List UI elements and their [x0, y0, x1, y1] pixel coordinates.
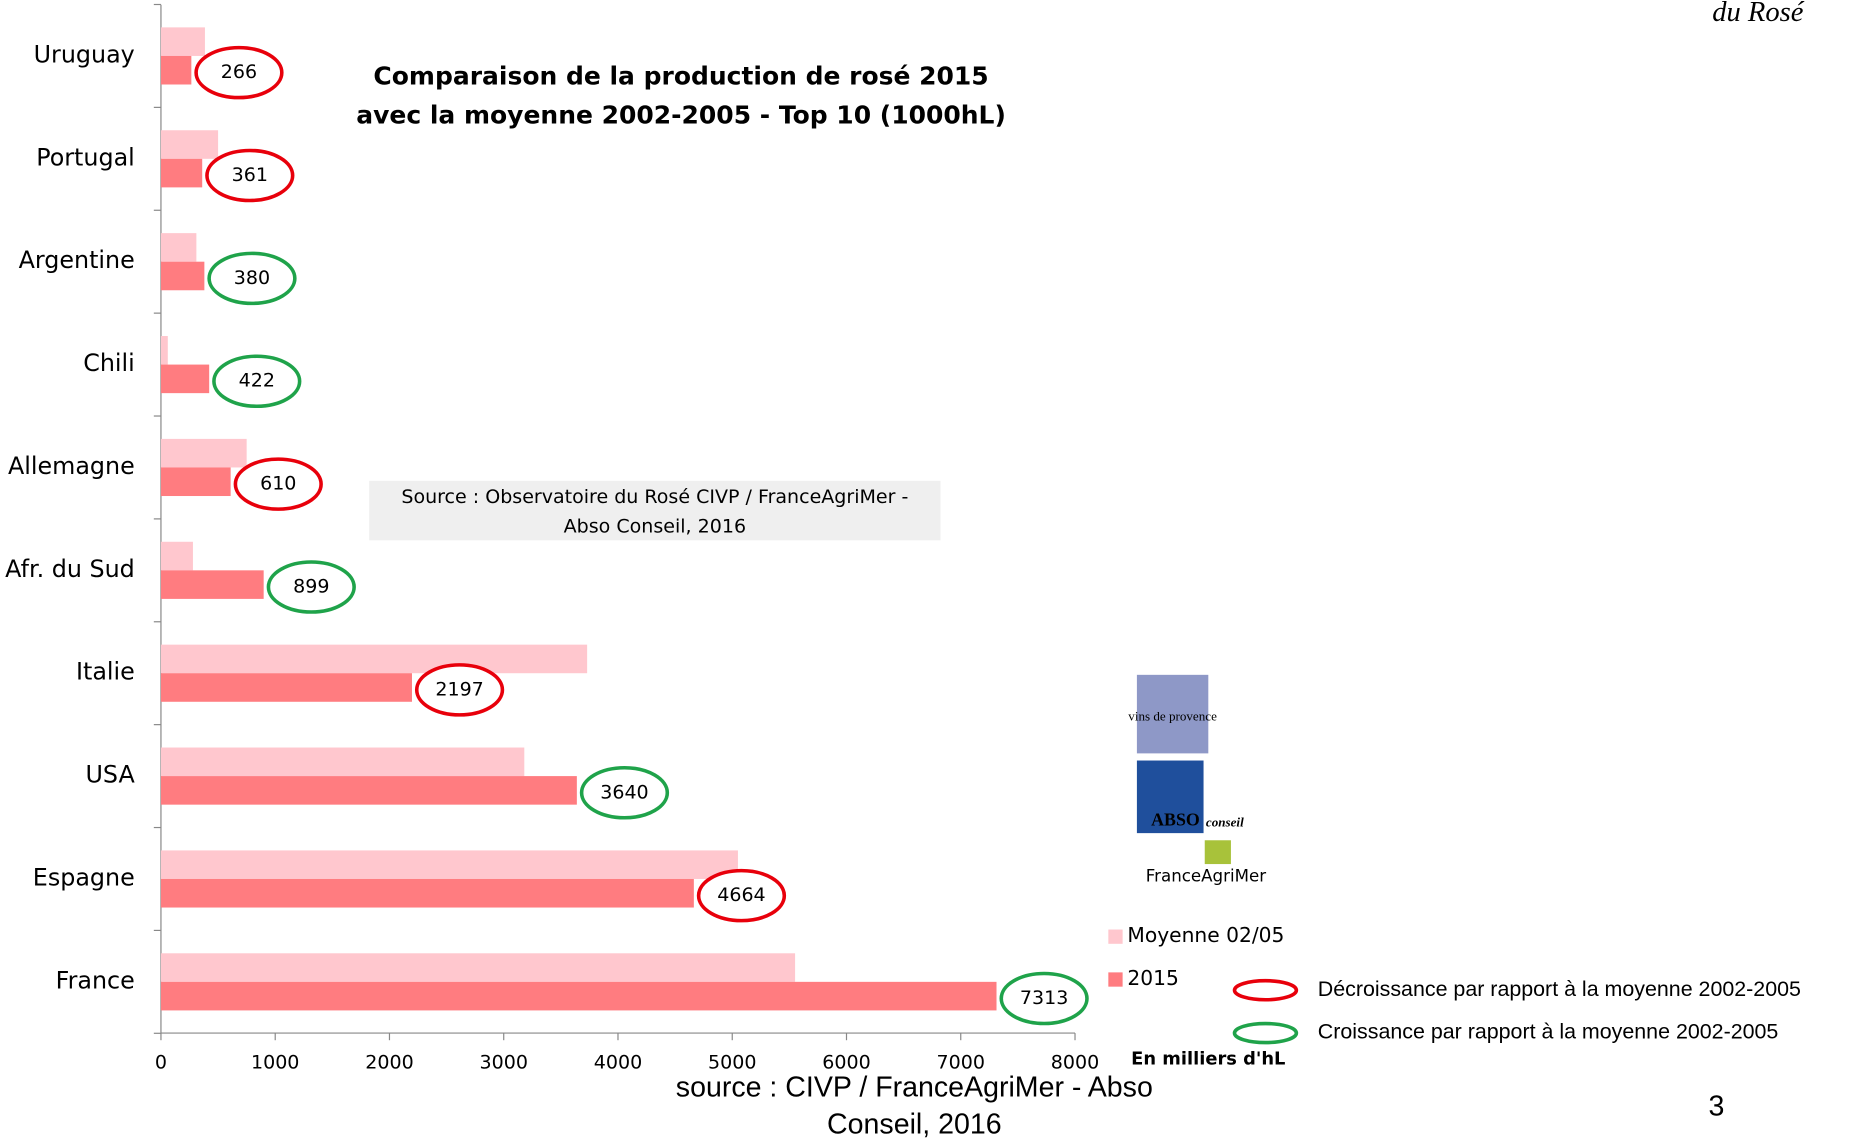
highlight-ellipse — [233, 457, 323, 511]
legend-swatch — [1108, 929, 1123, 944]
y-tick-label: France — [56, 966, 135, 994]
bar — [160, 364, 210, 394]
bar — [160, 570, 264, 599]
legend-label: Croissance par rapport à la moyenne 2002… — [1318, 1020, 1779, 1044]
y-tick-label: Espagne — [33, 863, 135, 891]
x-tick-label: 6000 — [822, 1051, 870, 1073]
highlight-ellipse — [194, 45, 284, 100]
y-tick-label: Afr. du Sud — [5, 555, 135, 583]
bar — [160, 776, 577, 805]
header-fragment: du Rosé — [1712, 0, 1805, 28]
y-tick-label: Italie — [76, 658, 135, 686]
data-label: 610 — [260, 473, 296, 495]
legend-swatch — [1108, 972, 1123, 987]
legend-label: Moyenne 02/05 — [1127, 923, 1284, 947]
footer-source: source : CIVP / FranceAgriMer - Abso — [676, 1072, 1153, 1104]
source-line: Abso Conseil, 2016 — [564, 516, 746, 538]
x-tick-label: 3000 — [480, 1051, 528, 1073]
highlight-ellipse — [205, 148, 295, 203]
bar — [160, 130, 219, 159]
bar — [160, 878, 694, 908]
y-tick-label: Chili — [83, 349, 135, 377]
bar — [160, 673, 412, 702]
data-label: 380 — [234, 267, 270, 289]
bar — [160, 953, 796, 982]
x-tick-label: 0 — [155, 1051, 167, 1073]
data-label: 422 — [239, 370, 275, 392]
bar — [160, 261, 205, 291]
y-tick-label: Allemagne — [8, 452, 135, 480]
y-tick-label: Portugal — [36, 143, 135, 171]
data-label: 266 — [221, 61, 257, 83]
legend-label: Décroissance par rapport à la moyenne 20… — [1318, 977, 1801, 1001]
bar — [160, 850, 738, 879]
bar — [160, 158, 203, 188]
data-label: 4664 — [717, 884, 765, 906]
bar — [160, 27, 205, 56]
x-tick-label: 1000 — [251, 1051, 299, 1073]
logo-text: ABSO — [1151, 809, 1200, 829]
x-tick-label: 8000 — [1051, 1051, 1099, 1073]
logo-abso — [1136, 760, 1204, 834]
y-tick-label: Uruguay — [34, 40, 135, 68]
bar — [160, 55, 192, 85]
source-line: Source : Observatoire du Rosé CIVP / Fra… — [401, 486, 908, 508]
unit-note: En milliers d'hL — [1131, 1048, 1285, 1069]
data-label: 3640 — [600, 781, 648, 803]
data-label: 899 — [293, 575, 329, 597]
chart-title: Comparaison de la production de rosé 201… — [373, 61, 988, 90]
logo-text: conseil — [1206, 815, 1244, 830]
logo-text: FranceAgriMer — [1146, 867, 1266, 886]
legend-ellipse — [1232, 978, 1299, 1002]
bar — [160, 438, 247, 468]
data-label: 7313 — [1020, 987, 1068, 1009]
highlight-ellipse — [266, 560, 356, 614]
bar — [160, 981, 997, 1011]
highlight-ellipse — [414, 663, 505, 717]
data-label: 2197 — [435, 678, 483, 700]
legend-label: 2015 — [1127, 966, 1178, 990]
page-number: 3 — [1709, 1091, 1725, 1123]
chart-title: avec la moyenne 2002-2005 - Top 10 (1000… — [356, 101, 1006, 130]
legend-ellipse — [1232, 1021, 1299, 1045]
x-tick-label: 7000 — [937, 1051, 985, 1073]
logo-text: vins de provence — [1128, 709, 1217, 724]
highlight-ellipse — [999, 971, 1089, 1026]
highlight-ellipse — [212, 354, 302, 409]
bar — [160, 336, 168, 365]
logo-provence — [1136, 674, 1209, 754]
bar — [160, 644, 588, 674]
logo-fam — [1204, 840, 1231, 865]
x-tick-label: 4000 — [594, 1051, 642, 1073]
highlight-ellipse — [579, 765, 670, 820]
bar — [160, 541, 193, 571]
highlight-ellipse — [696, 868, 787, 923]
bar — [160, 747, 525, 777]
y-tick-label: USA — [86, 761, 136, 789]
y-tick-label: Argentine — [19, 246, 135, 274]
x-tick-label: 2000 — [365, 1051, 413, 1073]
bar — [160, 233, 197, 262]
highlight-ellipse — [207, 251, 297, 306]
data-label: 361 — [232, 164, 268, 186]
source-box — [369, 480, 941, 541]
bar — [160, 467, 231, 497]
footer-source: Conseil, 2016 — [827, 1108, 1002, 1139]
x-tick-label: 5000 — [708, 1051, 756, 1073]
